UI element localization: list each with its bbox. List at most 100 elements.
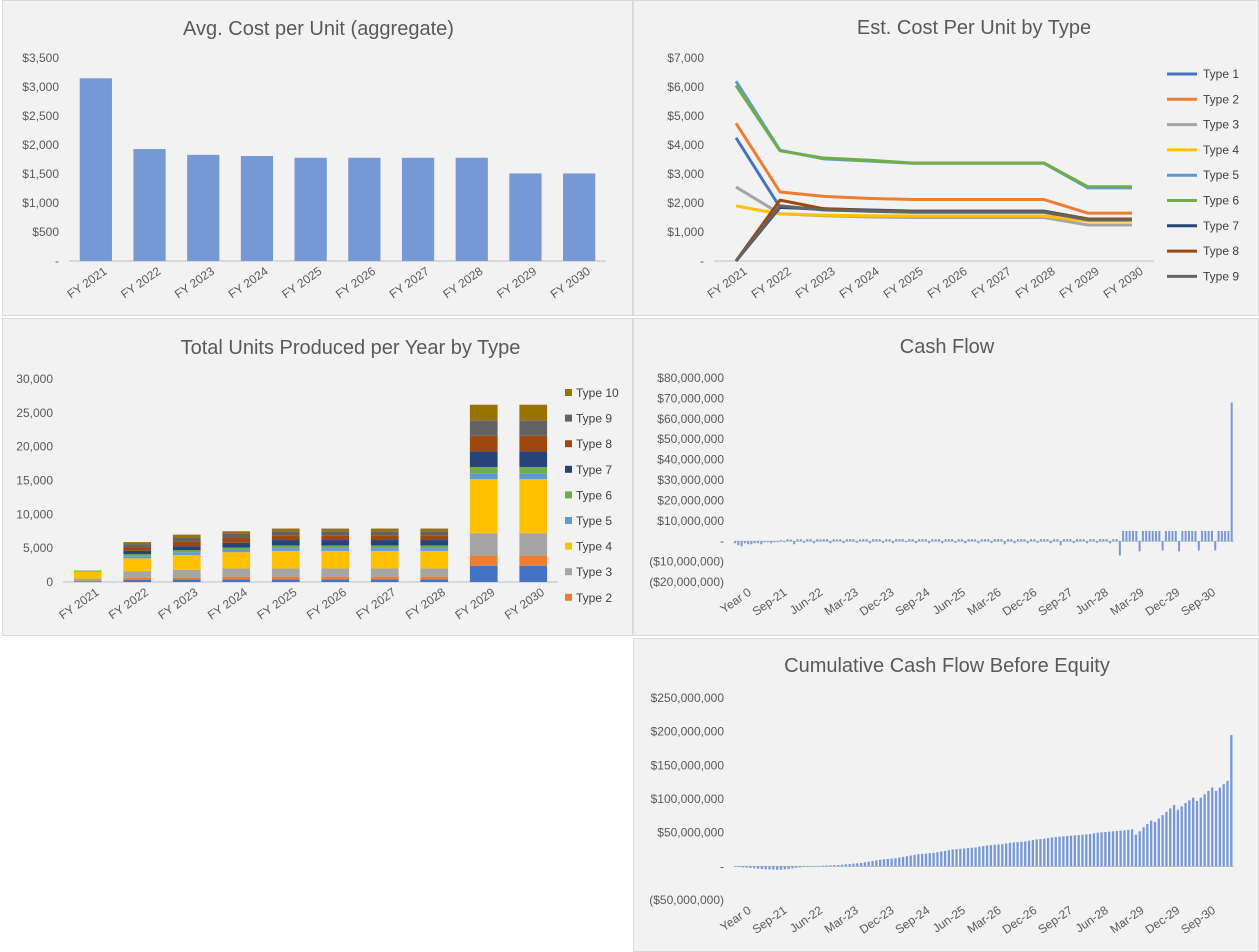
bar	[1020, 841, 1023, 867]
bar	[842, 541, 845, 544]
bar	[835, 539, 838, 542]
bar	[1151, 531, 1154, 542]
stacked-bar-segment	[420, 550, 449, 569]
bar	[1069, 835, 1073, 867]
bar	[1073, 835, 1076, 867]
chart-title: Est. Cost Per Unit by Type	[857, 17, 1091, 39]
bar	[871, 860, 874, 867]
bar	[832, 539, 835, 542]
x-tick-label: Sep-24	[893, 903, 933, 937]
stacked-bar-segment	[420, 540, 449, 546]
bar	[1176, 809, 1180, 867]
bar	[1204, 531, 1207, 542]
y-tick-label: $2,000	[22, 138, 59, 152]
bar	[1111, 831, 1115, 867]
y-tick-label: 30,000	[16, 372, 53, 386]
bar	[928, 541, 931, 544]
bar	[928, 853, 931, 867]
bar	[837, 864, 840, 867]
stacked-bar-segment	[321, 576, 350, 580]
bar	[829, 865, 832, 867]
bar	[978, 846, 981, 867]
bar	[849, 539, 852, 542]
stacked-bar-segment	[222, 552, 251, 569]
stacked-bar-segment	[370, 545, 399, 549]
stacked-bar-segment	[370, 576, 399, 580]
bar	[187, 154, 220, 261]
bar	[1165, 811, 1168, 867]
y-tick-label: $70,000,000	[657, 391, 724, 405]
legend-label: Type 7	[1203, 219, 1239, 233]
bar	[757, 541, 759, 544]
y-tick-label: -	[720, 859, 724, 873]
x-tick-label: Jun-28	[1073, 585, 1111, 618]
bar	[941, 541, 944, 544]
x-tick-label: FY 2021	[56, 585, 101, 623]
series-line	[735, 204, 1132, 223]
bar	[911, 539, 914, 542]
bar	[855, 541, 858, 543]
x-tick-label: FY 2027	[353, 585, 398, 623]
x-tick-label: FY 2028	[403, 585, 448, 623]
bar	[934, 539, 937, 542]
y-tick-label: $6,000	[667, 80, 704, 94]
bar	[964, 541, 967, 544]
x-tick-label: Sep-30	[1178, 585, 1218, 619]
bar	[987, 539, 990, 542]
bar	[747, 541, 750, 545]
bar	[1053, 539, 1056, 542]
bar	[1027, 840, 1031, 867]
x-tick-label: Sep-27	[1035, 585, 1075, 619]
bar	[905, 541, 908, 543]
x-tick-label: FY 2027	[969, 264, 1014, 302]
stacked-bar-segment	[271, 540, 300, 546]
bar	[951, 539, 954, 542]
stacked-bar-segment	[321, 545, 350, 549]
bar	[1168, 531, 1171, 542]
bar	[875, 860, 878, 867]
stacked-bar-segment	[420, 579, 449, 582]
bar	[775, 866, 779, 870]
bar	[954, 541, 957, 543]
bar	[760, 866, 764, 870]
stacked-bar-segment	[271, 579, 300, 582]
bar	[947, 850, 951, 867]
stacked-bar-segment	[519, 565, 548, 582]
legend-swatch	[565, 414, 572, 422]
bar	[840, 864, 844, 867]
legend-label: Type 2	[1203, 92, 1239, 106]
stacked-bar-segment	[469, 555, 498, 566]
stacked-bar-segment	[172, 550, 201, 553]
bar	[890, 858, 893, 867]
x-tick-label: Mar-23	[822, 585, 861, 618]
bar	[455, 157, 488, 261]
stacked-bar-segment	[469, 473, 498, 480]
bar	[1088, 834, 1092, 867]
stacked-bar-segment	[271, 545, 300, 549]
bar	[1115, 539, 1118, 542]
bar	[1031, 840, 1034, 867]
bar	[957, 539, 960, 542]
bar	[1000, 539, 1003, 542]
bar	[819, 539, 822, 542]
bar	[1195, 801, 1199, 867]
stacked-bar-segment	[321, 550, 350, 569]
bar	[1004, 843, 1008, 867]
bar	[1066, 836, 1069, 867]
bar	[875, 539, 878, 542]
y-tick-label: $1,500	[22, 167, 59, 181]
bar	[931, 539, 934, 542]
stacked-bar-segment	[321, 540, 350, 546]
bar	[966, 848, 970, 867]
stacked-bar-segment	[519, 435, 548, 452]
bar	[1174, 531, 1177, 542]
bar	[787, 866, 790, 870]
stacked-bar-segment	[172, 546, 201, 551]
bar	[133, 149, 166, 261]
bar	[974, 847, 977, 867]
bar	[1043, 539, 1046, 542]
bar	[937, 539, 940, 542]
bar	[753, 866, 756, 869]
bar	[944, 539, 947, 542]
stacked-bar-segment	[222, 547, 251, 550]
